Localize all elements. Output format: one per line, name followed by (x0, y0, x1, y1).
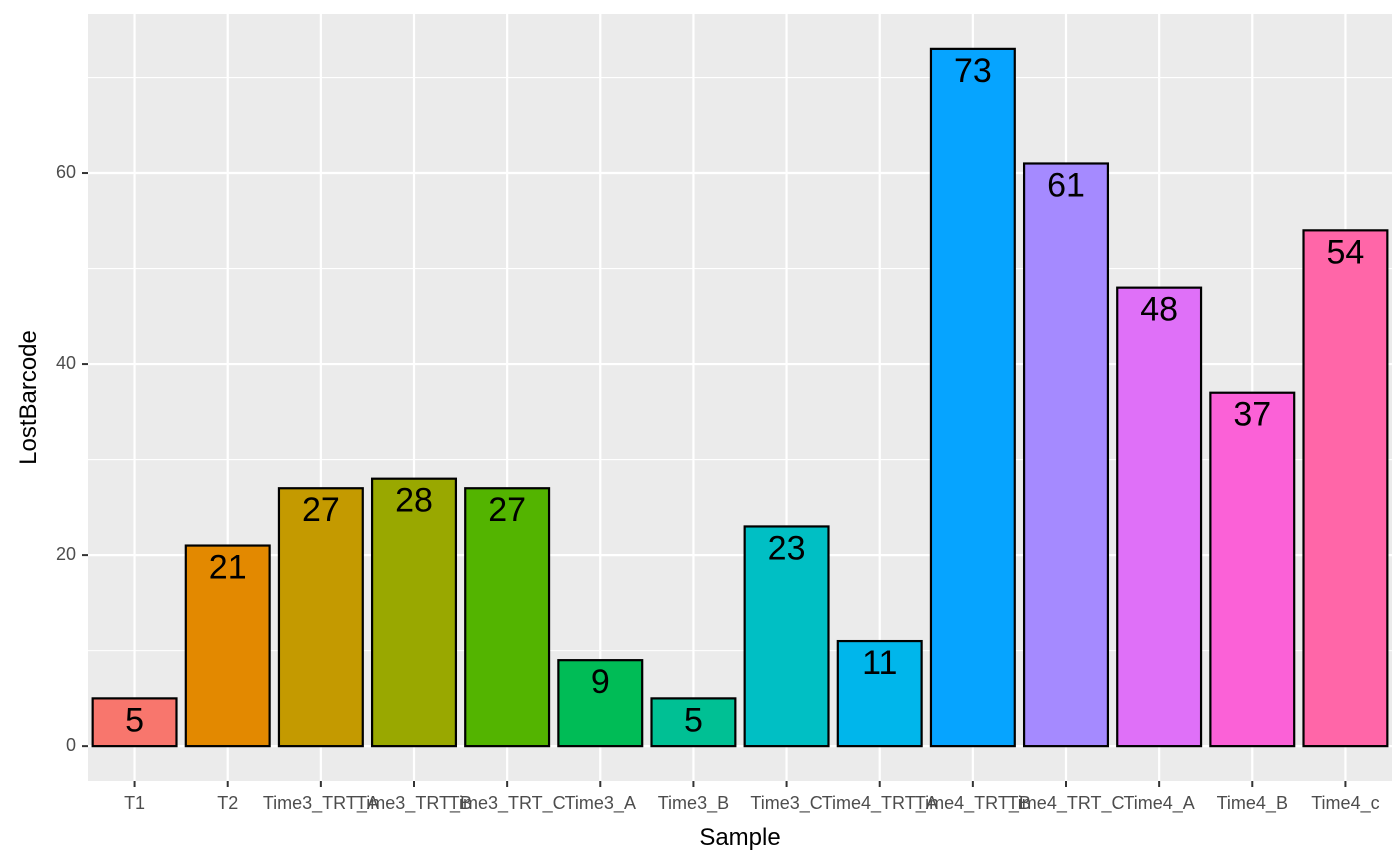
bar-Time3_A (557, 659, 644, 748)
x-tick-label: Time4_B (1217, 793, 1288, 814)
bar-Time4_A (1116, 286, 1203, 748)
data-label: 61 (1047, 166, 1085, 204)
y-tick-label: 40 (56, 353, 76, 373)
bar-Time4_TRT_A (836, 639, 923, 748)
x-axis-title: Sample (699, 824, 780, 851)
x-tick-label: Time4_A (1123, 793, 1194, 814)
x-tick-label: Time3_A (565, 793, 636, 814)
bar-Time3_B (650, 697, 737, 748)
y-axis: 0 20 40 60 (56, 162, 88, 755)
bar-T2 (184, 544, 271, 748)
data-label: 9 (591, 663, 610, 701)
x-tick-label: Time4_TRT_A (822, 793, 938, 814)
bar-Time3_TRT_B (370, 477, 458, 748)
x-tick-label: Time4_TRT_B (915, 793, 1031, 814)
bar-T1 (91, 697, 178, 748)
x-tick-label: Time3_TRT_B (356, 793, 472, 814)
bar-Time4_TRT_B (929, 47, 1016, 748)
bar-series (91, 47, 1389, 748)
y-tick-label: 60 (56, 162, 76, 182)
data-label: 73 (954, 52, 992, 90)
bar-Time4_TRT_C (1022, 162, 1110, 748)
bar-Time4_B (1209, 391, 1296, 748)
data-label: 28 (395, 482, 433, 520)
x-tick-label: Time3_TRT_C (449, 793, 566, 814)
x-tick-label: Time3_TRT_A (263, 793, 379, 814)
x-tick-label: Time4_c (1311, 793, 1379, 814)
bar-Time3_TRT_A (277, 487, 364, 748)
y-axis-title: LostBarcode (15, 330, 42, 465)
data-label: 48 (1140, 291, 1178, 329)
data-label: 54 (1327, 233, 1365, 271)
x-tick-label: Time3_C (750, 793, 822, 814)
data-label: 5 (125, 701, 144, 739)
data-label: 37 (1233, 396, 1271, 434)
x-axis: T1 T2 Time3_TRT_ATime3_TRT_BTime3_TRT_CTim… (124, 781, 1380, 814)
bar-Time3_TRT_C (464, 487, 551, 748)
data-label: 23 (768, 529, 806, 567)
x-tick-label: T2 (217, 793, 238, 813)
data-label: 27 (302, 491, 340, 529)
y-tick-label: 0 (66, 735, 76, 755)
data-labels: 5 21 27 28 27 9 5 23 11 73 61 48 37 54 (125, 52, 1364, 740)
x-tick-label: Time3_B (658, 793, 729, 814)
x-tick-label: T1 (124, 793, 145, 813)
data-label: 27 (488, 491, 526, 529)
data-label: 11 (862, 644, 897, 682)
bar-Time4_c (1302, 229, 1389, 748)
y-tick-label: 20 (56, 544, 76, 564)
data-label: 21 (209, 549, 247, 587)
data-label: 5 (684, 701, 703, 739)
bar-Time3_C (743, 525, 830, 748)
x-tick-label: Time4_TRT_C (1007, 793, 1124, 814)
